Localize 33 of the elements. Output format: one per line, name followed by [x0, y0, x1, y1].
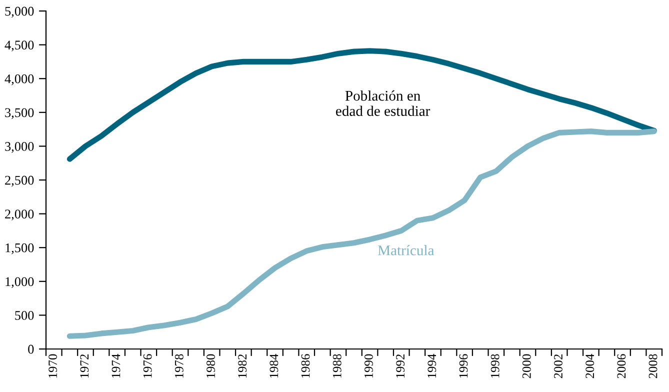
- x-tick-label: 1990: [364, 354, 373, 378]
- y-tick-label: 2,000: [5, 210, 34, 220]
- x-tick-label: 2000: [522, 354, 531, 378]
- x-tick-label: 1976: [143, 354, 152, 378]
- y-tick-label: 0: [28, 344, 34, 354]
- x-tick-label: 1988: [332, 354, 342, 378]
- y-tick-label: 500: [15, 311, 34, 320]
- x-tick-label: 1978: [174, 354, 184, 378]
- y-tick-label: 2,500: [5, 176, 34, 187]
- y-tick-label: 4,000: [4, 74, 34, 86]
- x-tick-label: 1974: [112, 354, 120, 378]
- y-tick-label: 3,500: [5, 108, 34, 120]
- x-tick-label: 2008: [648, 354, 658, 378]
- y-tick-label: 1,000: [6, 277, 34, 288]
- x-tick-label: 2002: [554, 354, 562, 378]
- x-tick-label: 1986: [301, 354, 310, 378]
- x-tick-label: 1980: [206, 354, 215, 378]
- x-tick-label: 1994: [428, 354, 436, 378]
- x-tick-label: 2004: [586, 354, 594, 378]
- x-tick-label: 1992: [396, 354, 405, 378]
- y-tick-label: 1,500: [6, 243, 34, 254]
- x-tick-label: 2006: [617, 354, 626, 378]
- series-label: Matrícula: [378, 245, 434, 256]
- y-tick-label: 5,000: [5, 6, 34, 18]
- x-tick-label: 1996: [459, 354, 468, 378]
- x-tick-label: 1984: [270, 354, 278, 378]
- y-tick-label: 4,500: [4, 40, 34, 52]
- x-tick-label: 1972: [80, 354, 89, 378]
- y-tick-label: 3,000: [5, 142, 34, 153]
- x-tick-label: 1982: [238, 354, 247, 378]
- text: Población en edad de estudiar: [336, 90, 430, 116]
- x-tick-label: 1998: [490, 354, 500, 378]
- x-tick-label: 1970: [48, 354, 58, 378]
